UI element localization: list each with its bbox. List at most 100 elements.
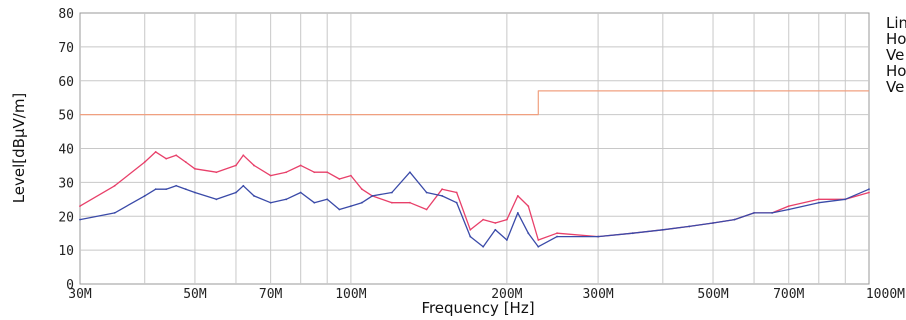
data-point [817,201,820,204]
x-tick-label: 100M [335,287,366,302]
x-axis-title: Frequency [Hz] [421,299,534,317]
data-point [269,201,272,204]
x-tick-label: 200M [491,287,522,302]
x-tick-labels: 30M 50M 70M 100M 200M 300M 500M 700M 1000M [68,287,905,302]
data-point [537,245,540,248]
y-tick-label: 20 [58,210,74,225]
data-point [469,228,472,231]
series-line [79,171,870,248]
data-point [661,228,664,231]
data-point [441,195,444,197]
data-point [516,195,519,197]
data-point [215,198,218,201]
x-tick-label: 50M [183,287,207,302]
data-point [868,188,870,191]
data-point [143,195,146,197]
data-point [527,232,530,235]
legend-entry: Ho [886,62,906,80]
data-point [326,171,329,174]
data-point [299,164,302,167]
x-tick-label: 500M [697,287,728,302]
data-point [688,225,691,228]
data-point [771,211,773,214]
data-point [505,218,508,221]
data-point [556,235,558,238]
data-point [194,167,196,170]
data-point [242,154,245,157]
data-point [516,211,519,214]
data-point [79,218,81,221]
legend-entry: Lin [886,14,906,32]
data-point [235,191,237,194]
y-tick-label: 40 [58,143,74,158]
data-point [787,208,790,211]
data-point [597,235,599,238]
data-point [455,201,458,204]
legend-entry: Ho [886,30,906,48]
data-point [631,232,634,235]
data-point [143,161,146,163]
y-tick-label: 30 [58,176,74,191]
data-point [505,239,508,241]
data-point [175,184,178,187]
data-point [556,232,558,235]
data-point [299,191,302,194]
data-point [326,198,329,201]
data-point [482,218,485,221]
data-point [494,222,497,224]
data-point [194,191,196,194]
data-point [527,205,530,207]
y-tick-labels: 0 10 20 30 40 50 60 70 80 [58,7,74,293]
data-point [371,195,374,197]
y-tick-label: 60 [58,75,74,90]
legend-entry: Ve [886,78,904,96]
data-point [338,178,341,180]
data-point [269,174,272,177]
data-point [184,188,187,191]
data-point [285,198,288,201]
x-tick-label: 30M [68,287,92,302]
x-tick-label: 70M [259,287,283,302]
data-point [469,235,472,238]
y-axis-title: Level[dBμV/m] [10,93,28,204]
data-point [242,184,245,187]
data-point [235,164,237,167]
data-point [712,222,714,224]
data-point [350,205,352,207]
data-point [165,157,168,160]
data-point [753,211,755,214]
data-point [215,171,218,174]
data-point [360,188,363,191]
data-point [425,208,428,211]
data-point [350,174,352,177]
data-point [482,245,485,248]
data-point [313,201,316,204]
data-point [154,150,157,153]
x-tick-label: 1000M [866,287,905,302]
y-tick-label: 80 [58,7,74,22]
data-point [733,218,736,221]
y-tick-label: 70 [58,41,74,56]
data-point [313,171,316,174]
data-point [409,201,411,204]
legend-entry: Ve [886,46,904,64]
data-point [338,208,341,211]
series-group [79,150,870,248]
data-point [537,239,540,241]
y-tick-label: 0 [66,278,74,293]
data-point [184,161,187,163]
limit-line-group [80,90,869,116]
x-tick-label: 700M [773,287,804,302]
data-point [844,198,847,201]
data-point [455,191,458,194]
data-point [113,184,116,187]
data-point [165,188,168,191]
data-point [787,205,790,207]
data-point [253,164,255,167]
data-point [391,201,393,204]
data-point [425,191,428,194]
data-point [253,195,255,197]
data-point [154,188,157,191]
